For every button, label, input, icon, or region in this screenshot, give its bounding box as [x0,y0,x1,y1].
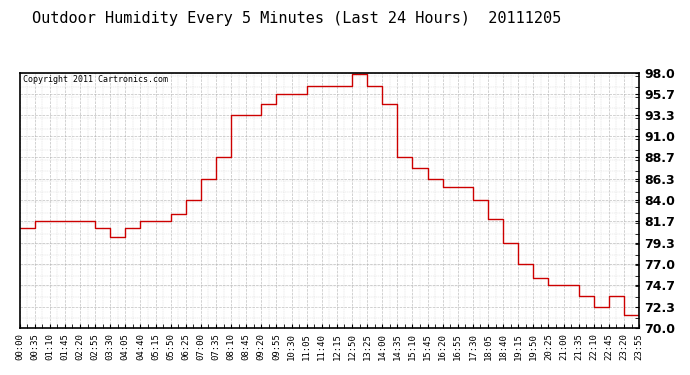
Text: Outdoor Humidity Every 5 Minutes (Last 24 Hours)  20111205: Outdoor Humidity Every 5 Minutes (Last 2… [32,11,562,26]
Text: Copyright 2011 Cartronics.com: Copyright 2011 Cartronics.com [23,75,168,84]
